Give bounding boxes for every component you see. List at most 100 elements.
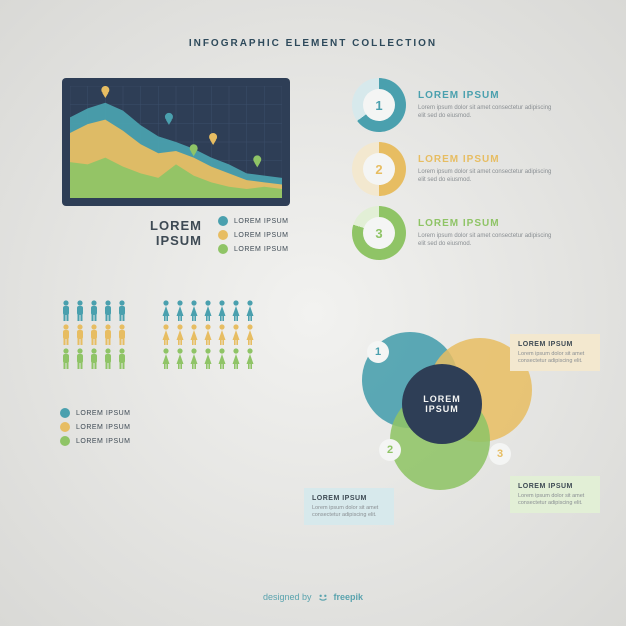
donut-number: 3 [363,217,395,249]
person-icon [102,348,114,370]
legend-row: LOREM IPSUM [60,422,131,432]
venn-box-1: LOREM IPSUM Lorem ipsum dolor sit amet co… [510,334,600,371]
area-chart-caption: LOREM IPSUM [72,218,202,248]
legend-label: LOREM IPSUM [76,424,131,431]
person-icon [174,348,186,370]
venn-box-3: LOREM IPSUM Lorem ipsum dolor sit amet co… [510,476,600,513]
person-icon [74,324,86,346]
person-icon [116,300,128,322]
venn-box-title: LOREM IPSUM [518,482,592,491]
area-chart-svg [70,86,282,198]
people-female [160,300,256,370]
venn-badge-3: 3 [489,443,511,465]
page-title: INFOGRAPHIC ELEMENT COLLECTION [0,38,626,49]
legend-dot [60,436,70,446]
donut-item-3: 3 LOREM IPSUM Lorem ipsum dolor sit amet c… [352,206,558,260]
person-icon [216,324,228,346]
donut-item-2: 2 LOREM IPSUMLorem ipsum dolor sit amet c… [352,142,558,196]
person-icon [202,324,214,346]
person-icon [88,324,100,346]
person-icon [244,348,256,370]
donut-number: 2 [363,153,395,185]
person-icon [230,348,242,370]
donut-ring: 2 [352,142,406,196]
area-chart-panel [62,78,290,206]
donut-text: LOREM IPSUMLorem ipsum dolor sit amet co… [418,154,558,185]
person-icon [244,324,256,346]
person-icon [188,324,200,346]
people-male [60,300,128,370]
person-icon [160,324,172,346]
person-icon [102,300,114,322]
person-icon [102,324,114,346]
person-icon [230,324,242,346]
person-icon [216,348,228,370]
legend-label: LOREM IPSUM [76,410,131,417]
venn-center: LOREMIPSUM [402,364,482,444]
legend-label: LOREM IPSUM [234,232,289,239]
footer: designed by freepik [0,590,626,604]
donut-title: LOREM IPSUM [418,90,558,101]
person-icon [74,300,86,322]
donut-text: LOREM IPSUM Lorem ipsum dolor sit amet co… [418,218,558,249]
legend-label: LOREM IPSUM [234,218,289,225]
person-icon [74,348,86,370]
legend-row: LOREM IPSUM [60,436,131,446]
person-icon [202,348,214,370]
person-icon [116,348,128,370]
legend-dot [218,244,228,254]
donut-title: LOREM IPSUM [418,218,558,229]
person-icon [88,348,100,370]
footer-brand: freepik [334,592,364,602]
legend-label: LOREM IPSUM [76,438,131,445]
venn-badge-1: 1 [367,341,389,363]
venn-box-title: LOREM IPSUM [312,494,386,503]
legend-dot [218,230,228,240]
person-icon [88,300,100,322]
person-icon [188,348,200,370]
legend-label: LOREM IPSUM [234,246,289,253]
person-icon [216,300,228,322]
legend-row: LOREM IPSUM [218,216,289,226]
person-icon [244,300,256,322]
person-icon [174,324,186,346]
donut-number: 1 [363,89,395,121]
legend-row: LOREM IPSUM [218,230,289,240]
venn-diagram: LOREMIPSUM 1 2 3 LOREM IPSUM Lorem ipsum dolo… [330,320,590,520]
freepik-icon [316,590,330,604]
person-icon [174,300,186,322]
area-chart-legend: LOREM IPSUM LOREM IPSUM LOREM IPSUM [218,216,289,258]
legend-row: LOREM IPSUM [218,244,289,254]
legend-dot [60,422,70,432]
person-icon [116,324,128,346]
legend-row: LOREM IPSUM [60,408,131,418]
caption-line2: IPSUM [72,233,202,248]
venn-box-body: Lorem ipsum dolor sit amet consectetur a… [518,351,592,365]
person-icon [202,300,214,322]
person-icon [160,348,172,370]
person-icon [160,300,172,322]
venn-box-2: LOREM IPSUM Lorem ipsum dolor sit amet co… [304,488,394,525]
venn-box-body: Lorem ipsum dolor sit amet consectetur a… [518,493,592,507]
caption-line1: LOREM [72,218,202,233]
person-icon [230,300,242,322]
person-icon [60,300,72,322]
donut-text: LOREM IPSUM Lorem ipsum dolor sit amet co… [418,90,558,121]
person-icon [60,324,72,346]
donut-body: Lorem ipsum dolor sit amet consectetur a… [418,104,558,121]
venn-box-body: Lorem ipsum dolor sit amet consectetur a… [312,505,386,519]
donut-body: Lorem ipsum dolor sit amet consectetur a… [418,232,558,249]
people-legend: LOREM IPSUM LOREM IPSUM LOREM IPSUM [60,408,131,450]
venn-box-title: LOREM IPSUM [518,340,592,349]
donut-ring: 1 [352,78,406,132]
person-icon [60,348,72,370]
venn-badge-2: 2 [379,439,401,461]
venn-center-l1: LOREM [423,394,461,404]
legend-dot [218,216,228,226]
donut-item-1: 1 LOREM IPSUM Lorem ipsum dolor sit amet c… [352,78,558,132]
footer-prefix: designed by [263,592,312,602]
donut-ring: 3 [352,206,406,260]
donut-body: Lorem ipsum dolor sit amet consectetur a… [418,168,558,185]
person-icon [188,300,200,322]
legend-dot [60,408,70,418]
